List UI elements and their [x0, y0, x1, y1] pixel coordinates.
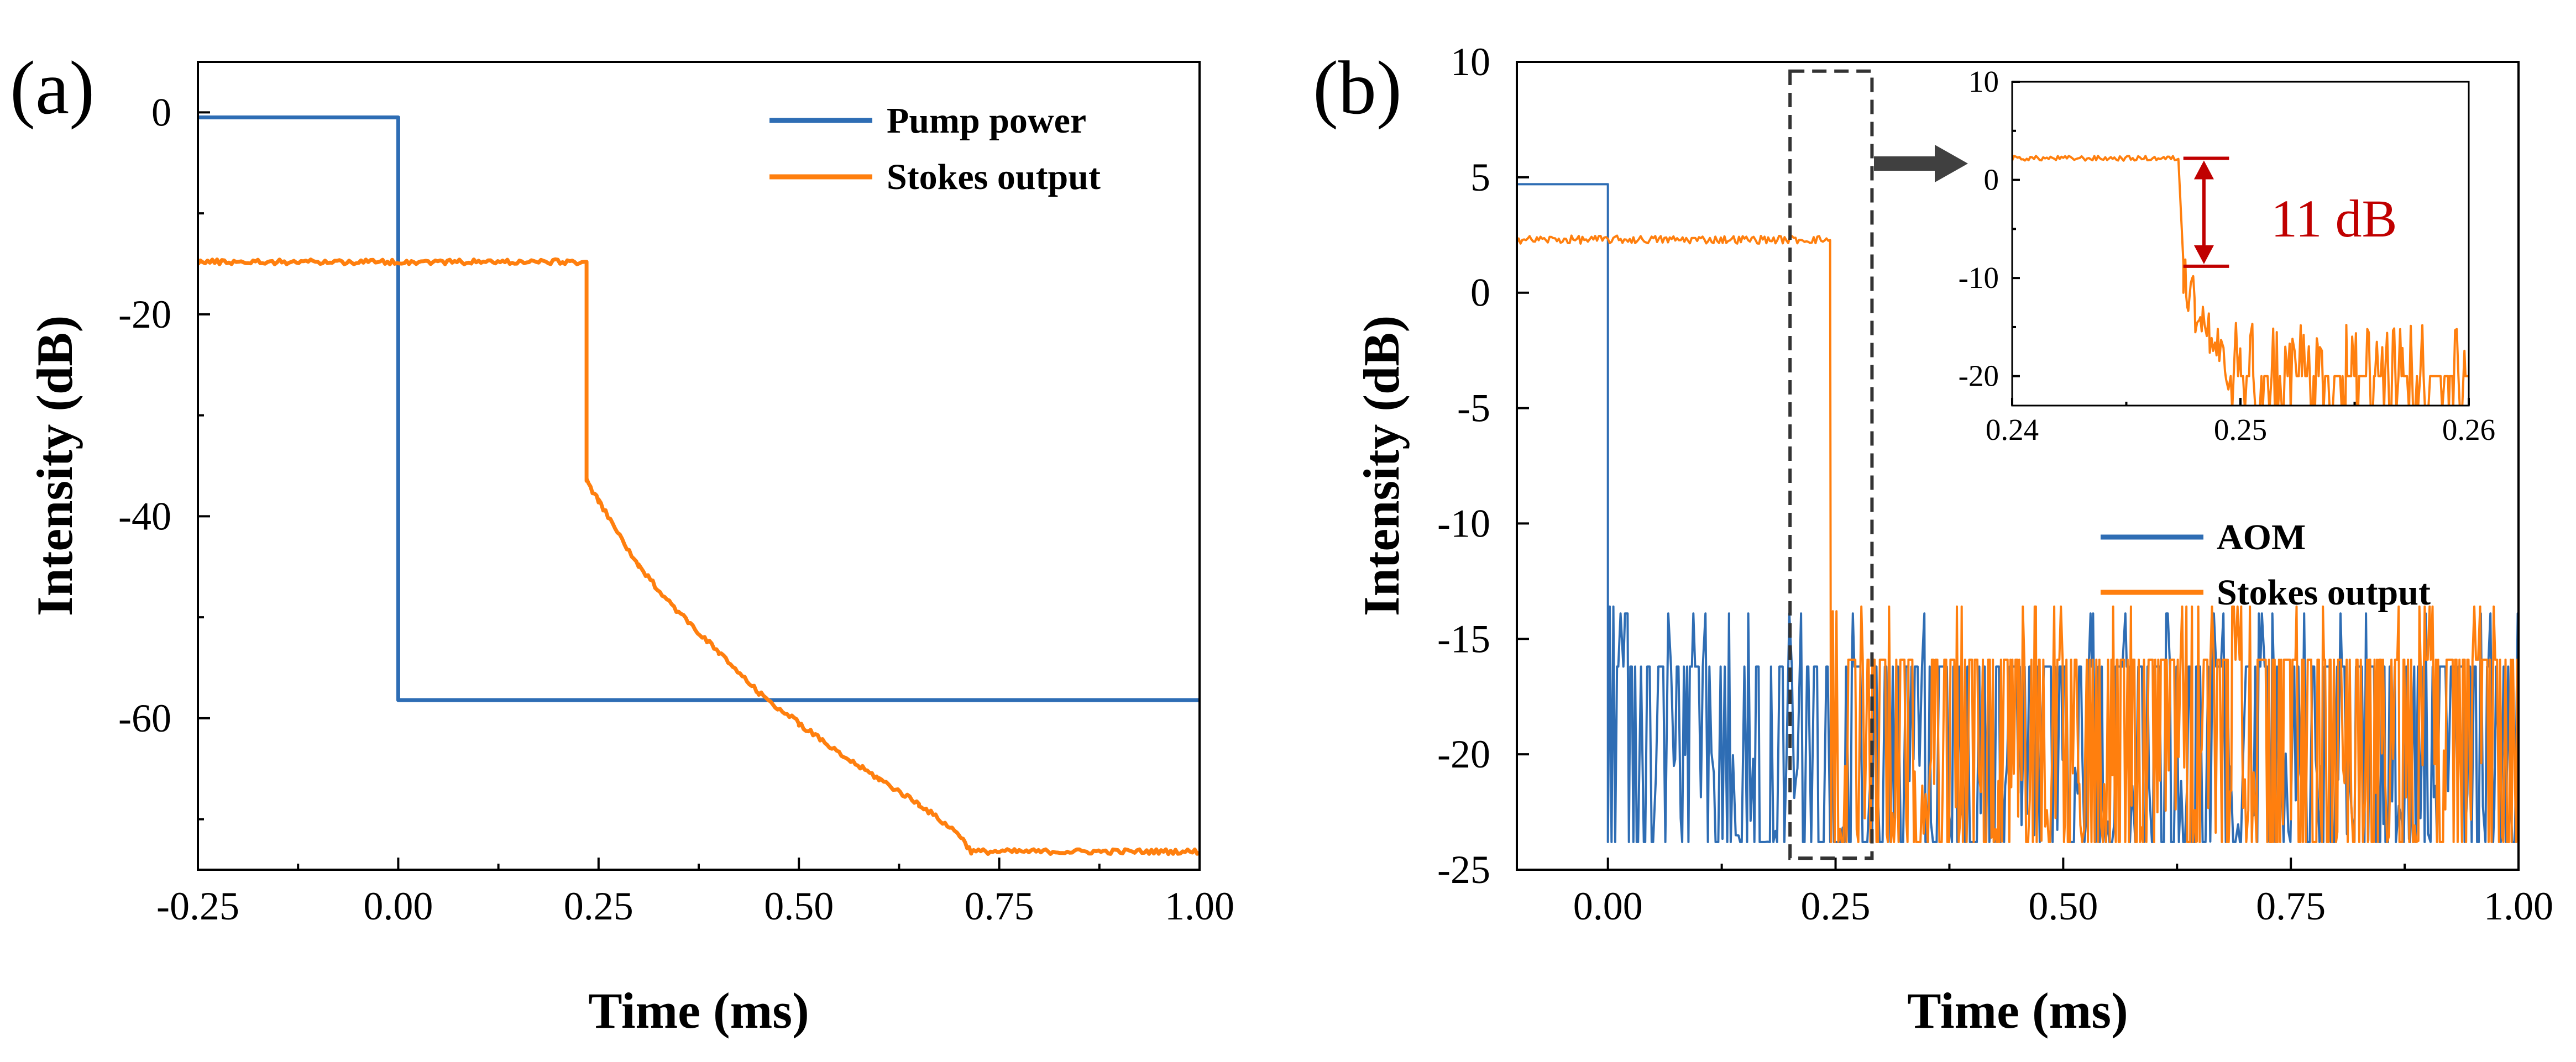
x-tick-label: 1.00 [1165, 884, 1234, 928]
inset-frame [2011, 81, 2470, 407]
legend-a-stokes-label: Stokes output [887, 157, 1101, 197]
x-tick-label: 0.00 [363, 884, 433, 928]
panel-a-ylabel: Intensity (dB) [27, 316, 83, 616]
panel-a-xlabel: Time (ms) [588, 982, 809, 1039]
y-tick-label: -60 [118, 696, 171, 740]
x-tick-label: 0.75 [2256, 884, 2326, 928]
x-tick-label: 0.75 [965, 884, 1034, 928]
y-tick-label: 0 [1984, 163, 1999, 197]
x-tick-label: 0.50 [764, 884, 834, 928]
x-tick-label: 0.00 [1573, 884, 1643, 928]
y-tick-label: -5 [1457, 386, 1490, 430]
panel-b-series [1517, 183, 2519, 843]
annotation-11db: 11 dB [2271, 189, 2397, 248]
annotation-arrow-head-down [2193, 245, 2214, 264]
y-tick-label: 0 [151, 90, 171, 134]
inset-plot: 0.24 0.25 0.26 10 0 -10 -20 11 dB [1959, 65, 2495, 446]
panel-a-axes: -0.25 0.00 0.25 0.50 0.75 1.00 0 -20 -40 -60 [118, 90, 1234, 928]
panel-b-xlabel: Time (ms) [1907, 982, 2128, 1039]
panel-b-ylabel: Intensity (dB) [1353, 316, 1410, 616]
annotation-arrow-head-up [2193, 160, 2214, 180]
y-tick-label: -20 [118, 292, 171, 337]
y-tick-label: -20 [1959, 359, 1999, 393]
y-tick-label: 0 [1470, 271, 1490, 315]
inset-series [2012, 155, 2469, 406]
panel-b-letter: (b) [1313, 45, 1402, 130]
panel-a: (a) Intensity (dB) Time (ms) -0.25 0.00 0.… [10, 45, 1234, 1039]
x-tick-label: -0.25 [156, 884, 239, 928]
x-tick-label: 0.24 [1986, 413, 2039, 446]
inset-annotation: 11 dB [2183, 156, 2397, 268]
y-tick-label: -10 [1437, 501, 1490, 545]
inset-series-stokes-output [2012, 155, 2469, 406]
x-tick-label: 0.50 [2028, 884, 2098, 928]
series-stokes-output-b [1517, 234, 2519, 843]
panel-a-frame [197, 61, 1201, 871]
y-tick-label: 10 [1451, 40, 1490, 84]
panel-b-highlight-box [1788, 69, 1874, 860]
x-tick-label: 0.26 [2442, 413, 2495, 446]
y-tick-label: -25 [1437, 848, 1490, 892]
y-tick-label: 10 [1968, 65, 1999, 98]
panel-a-legend: Pump power Stokes output [769, 101, 1101, 197]
panel-b-frame [1516, 61, 2520, 871]
y-tick-label: -10 [1959, 261, 1999, 295]
legend-a-pump-label: Pump power [887, 101, 1086, 141]
panel-b: (b) Intensity (dB) Time (ms) 0.00 0.25 0.5… [1313, 40, 2553, 1039]
panel-b-axes: 0.00 0.25 0.50 0.75 1.00 10 5 0 -5 -10 -15 -20 -25 [1437, 40, 2553, 928]
inset-axes: 0.24 0.25 0.26 10 0 -10 -20 [1959, 65, 2495, 446]
legend-b-stokes-label: Stokes output [2217, 572, 2431, 613]
panel-a-series [198, 115, 1200, 856]
y-tick-label: -15 [1437, 617, 1490, 661]
series-stokes-output [198, 257, 1200, 856]
zoom-arrow [1874, 145, 1968, 182]
x-tick-label: 0.25 [1801, 884, 1871, 928]
x-tick-label: 0.25 [564, 884, 633, 928]
x-tick-label: 0.25 [2214, 413, 2267, 446]
legend-b-aom-label: AOM [2217, 517, 2306, 558]
series-pump-power [198, 115, 1200, 702]
y-tick-label: -40 [118, 494, 171, 538]
y-tick-label: -20 [1437, 732, 1490, 776]
y-tick-label: 5 [1470, 155, 1490, 199]
x-tick-label: 1.00 [2484, 884, 2553, 928]
panel-a-letter: (a) [10, 45, 95, 130]
panel-b-legend: AOM Stokes output [2101, 517, 2431, 613]
